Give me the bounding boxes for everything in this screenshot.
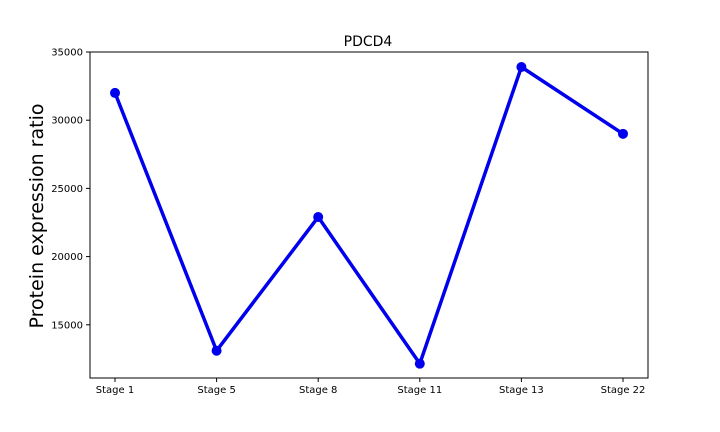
x-tick-label: Stage 1 (96, 385, 134, 396)
y-tick-label: 25000 (51, 184, 83, 195)
axis-ticks: Stage 1 Stage 5 Stage 8 Stage 11 Stage 13 Sta… (51, 48, 645, 397)
y-tick-label: 20000 (51, 252, 83, 263)
y-axis-label: Protein expression ratio (26, 104, 48, 329)
x-tick-label: Stage 5 (197, 385, 235, 396)
x-tick-label: Stage 22 (601, 385, 646, 396)
y-tick-label: 35000 (51, 48, 83, 59)
plot-area-frame (89, 51, 649, 379)
data-point (110, 87, 120, 98)
data-point (618, 128, 628, 139)
chart-title: PDCD4 (344, 34, 393, 50)
y-tick-label: 30000 (51, 116, 83, 127)
x-tick-label: Stage 11 (397, 385, 442, 396)
data-point (211, 345, 222, 356)
data-point (516, 62, 527, 73)
x-tick-label: Stage 13 (499, 385, 544, 396)
x-tick-label: Stage 8 (299, 385, 337, 396)
series-line (113, 65, 625, 366)
data-point (414, 358, 425, 369)
data-point (313, 212, 324, 223)
y-tick-label: 15000 (51, 320, 83, 331)
series-group (110, 62, 628, 369)
